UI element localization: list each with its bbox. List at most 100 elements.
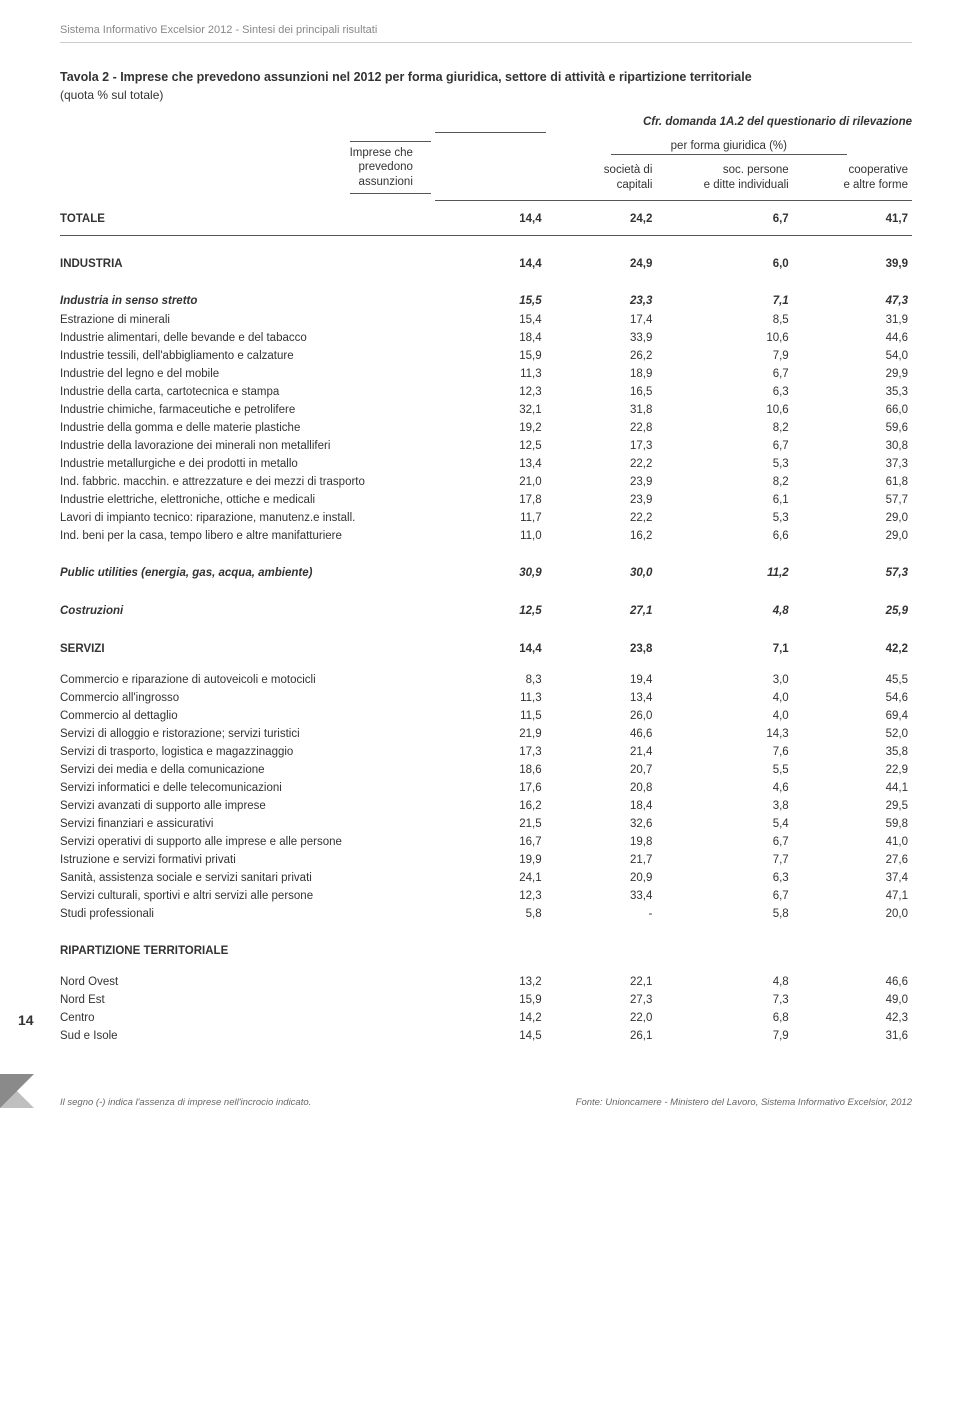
row-label: Lavori di impianto tecnico: riparazione,…: [60, 509, 435, 527]
row-value: 5,5: [656, 761, 792, 779]
table-row: Industrie elettriche, elettroniche, otti…: [60, 491, 912, 509]
row-value: 57,7: [793, 491, 912, 509]
row-value: 19,9: [435, 851, 546, 869]
row-label: TOTALE: [60, 201, 435, 236]
table-row: Commercio al dettaglio11,526,04,069,4: [60, 707, 912, 725]
table-row: Nord Ovest13,222,14,846,6: [60, 960, 912, 991]
row-value: 13,4: [435, 455, 546, 473]
row-value: 35,8: [793, 743, 912, 761]
reference-note: Cfr. domanda 1A.2 del questionario di ri…: [60, 116, 912, 128]
row-value: 8,2: [656, 419, 792, 437]
row-value: 31,8: [546, 401, 657, 419]
table-row: Servizi finanziari e assicurativi21,532,…: [60, 815, 912, 833]
row-value: 12,5: [435, 437, 546, 455]
row-label: Servizi dei media e della comunicazione: [60, 761, 435, 779]
row-label: Servizi di trasporto, logistica e magazz…: [60, 743, 435, 761]
row-value: [793, 923, 912, 960]
row-value: 15,4: [435, 311, 546, 329]
row-value: 21,5: [435, 815, 546, 833]
stub-header-l2: prevedono: [359, 161, 413, 173]
row-label: INDUSTRIA: [60, 236, 435, 274]
row-value: 33,9: [546, 329, 657, 347]
row-value: 23,8: [546, 621, 657, 658]
row-value: 6,7: [656, 833, 792, 851]
row-label: Ind. fabbric. macchin. e attrezzature e …: [60, 473, 435, 491]
row-value: 15,9: [435, 347, 546, 365]
row-label: Servizi finanziari e assicurativi: [60, 815, 435, 833]
row-value: 13,4: [546, 689, 657, 707]
row-value: 14,5: [435, 1027, 546, 1045]
row-value: 30,9: [435, 545, 546, 583]
row-label: Industrie elettriche, elettroniche, otti…: [60, 491, 435, 509]
table-row: Centro14,222,06,842,3: [60, 1009, 912, 1027]
row-value: 17,8: [435, 491, 546, 509]
table-row: Sanità, assistenza sociale e servizi san…: [60, 869, 912, 887]
row-label: Servizi avanzati di supporto alle impres…: [60, 797, 435, 815]
table-row: INDUSTRIA14,424,96,039,9: [60, 236, 912, 274]
row-value: 15,9: [435, 991, 546, 1009]
row-value: 10,6: [656, 329, 792, 347]
corner-decoration-2: [0, 1074, 34, 1108]
row-value: 29,9: [793, 365, 912, 383]
row-value: 21,0: [435, 473, 546, 491]
row-value: 24,2: [546, 201, 657, 236]
table-row: Commercio all'ingrosso11,313,44,054,6: [60, 689, 912, 707]
table-subtitle: (quota % sul totale): [60, 88, 912, 102]
table-row: Ind. fabbric. macchin. e attrezzature e …: [60, 473, 912, 491]
row-value: 24,9: [546, 236, 657, 274]
row-value: 23,9: [546, 473, 657, 491]
table-row: Industria in senso stretto15,523,37,147,…: [60, 273, 912, 311]
row-label: Estrazione di minerali: [60, 311, 435, 329]
row-value: 30,0: [546, 545, 657, 583]
row-value: 14,4: [435, 621, 546, 658]
row-value: 12,3: [435, 383, 546, 401]
row-value: 22,1: [546, 960, 657, 991]
table-row: Industrie del legno e del mobile11,318,9…: [60, 365, 912, 383]
row-value: 42,2: [793, 621, 912, 658]
row-value: 8,3: [435, 658, 546, 689]
row-value: 19,8: [546, 833, 657, 851]
row-label: Sanità, assistenza sociale e servizi san…: [60, 869, 435, 887]
row-value: 54,6: [793, 689, 912, 707]
row-value: 5,4: [656, 815, 792, 833]
row-value: 5,8: [656, 905, 792, 923]
table-row: Servizi culturali, sportivi e altri serv…: [60, 887, 912, 905]
row-label: Industrie alimentari, delle bevande e de…: [60, 329, 435, 347]
row-value: 31,9: [793, 311, 912, 329]
table-row: Industrie della lavorazione dei minerali…: [60, 437, 912, 455]
row-value: 6,7: [656, 201, 792, 236]
row-value: 11,0: [435, 527, 546, 545]
row-value: 21,4: [546, 743, 657, 761]
row-value: [546, 923, 657, 960]
row-value: 6,7: [656, 437, 792, 455]
table-row: Servizi dei media e della comunicazione1…: [60, 761, 912, 779]
table-row: Nord Est15,927,37,349,0: [60, 991, 912, 1009]
row-value: 18,9: [546, 365, 657, 383]
row-value: 7,1: [656, 621, 792, 658]
row-value: 17,6: [435, 779, 546, 797]
row-value: 6,7: [656, 365, 792, 383]
table-row: Industrie chimiche, farmaceutiche e petr…: [60, 401, 912, 419]
row-value: 8,5: [656, 311, 792, 329]
row-label: Industrie tessili, dell'abbigliamento e …: [60, 347, 435, 365]
row-value: 27,1: [546, 583, 657, 621]
row-value: 20,8: [546, 779, 657, 797]
row-value: 39,9: [793, 236, 912, 274]
row-value: 6,7: [656, 887, 792, 905]
table-row: Industrie alimentari, delle bevande e de…: [60, 329, 912, 347]
stub-header-l3: assunzioni: [359, 176, 413, 188]
row-value: 22,0: [546, 1009, 657, 1027]
table-row: Industrie della carta, cartotecnica e st…: [60, 383, 912, 401]
row-value: 17,4: [546, 311, 657, 329]
row-value: 4,8: [656, 960, 792, 991]
table-title: Tavola 2 - Imprese che prevedono assunzi…: [60, 69, 912, 86]
row-value: 47,1: [793, 887, 912, 905]
row-value: 25,9: [793, 583, 912, 621]
table-row: TOTALE14,424,26,741,7: [60, 201, 912, 236]
col-header-2: soc. personee ditte individuali: [656, 159, 792, 200]
row-value: 16,7: [435, 833, 546, 851]
row-value: 11,3: [435, 365, 546, 383]
row-value: 20,0: [793, 905, 912, 923]
row-value: 46,6: [546, 725, 657, 743]
data-table: Imprese che prevedono assunzioni per for…: [60, 132, 912, 1045]
